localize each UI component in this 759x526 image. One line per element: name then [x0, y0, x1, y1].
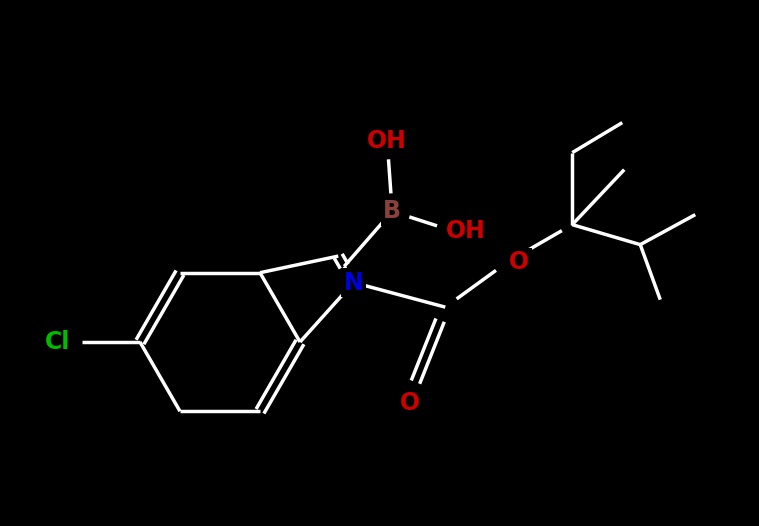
Text: B: B	[383, 199, 402, 224]
Text: OH: OH	[367, 129, 407, 154]
Text: N: N	[344, 270, 364, 295]
Text: O: O	[509, 250, 529, 274]
Text: OH: OH	[446, 219, 486, 244]
Text: Cl: Cl	[46, 330, 71, 354]
Text: O: O	[400, 391, 420, 415]
